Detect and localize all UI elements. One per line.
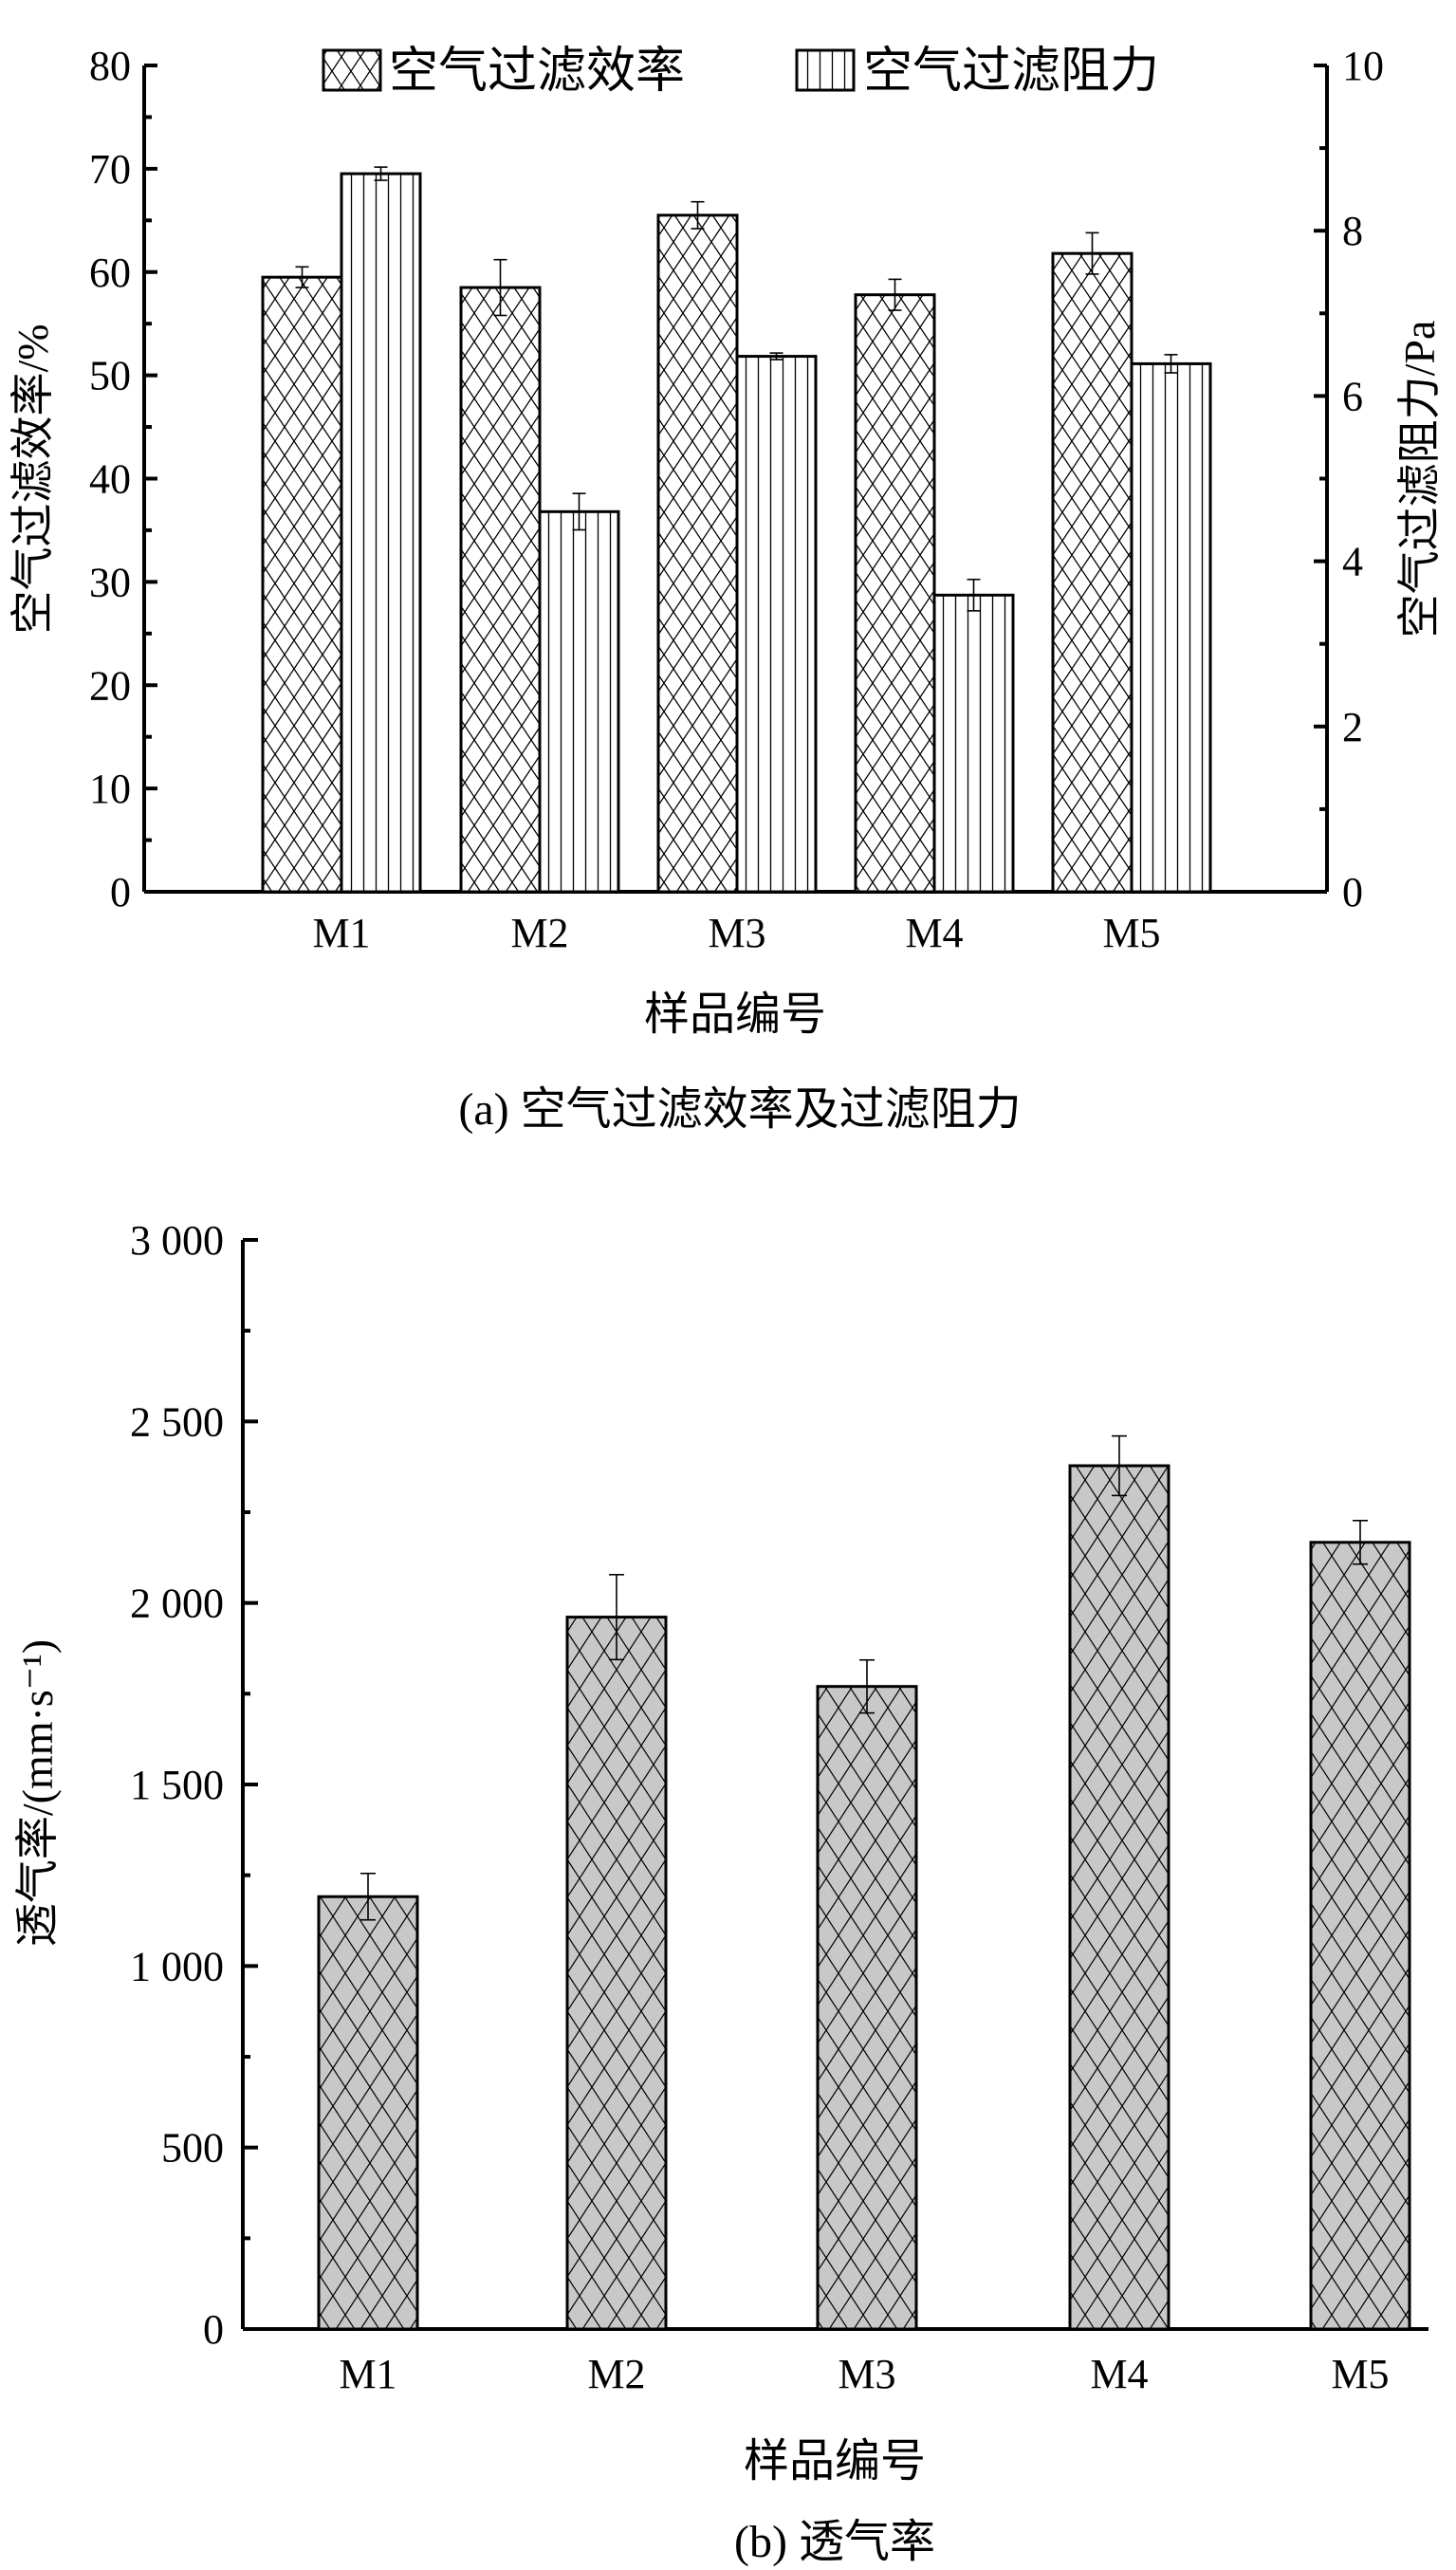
x-tick-label: M2	[510, 910, 568, 956]
bar-permeability-M3	[816, 1685, 918, 2331]
left-tick-label: 70	[89, 146, 131, 193]
left-tick-label: 30	[89, 559, 131, 605]
x-tick-label: M3	[838, 2351, 895, 2397]
right-tick-label: 10	[1342, 43, 1384, 89]
bar-efficiency-M1	[261, 275, 343, 894]
left-tick-label: 0	[110, 869, 131, 915]
left-tick-label: 2 000	[130, 1581, 224, 1627]
caption: (a) 空气过滤效率及过滤阻力	[458, 1084, 1021, 1135]
bar-resistance-M5	[1130, 361, 1212, 894]
right-tick-label: 0	[1342, 869, 1363, 915]
bar-permeability-M5	[1309, 1541, 1411, 2331]
bar-permeability-M2	[565, 1616, 668, 2331]
chart-a-filtration: 0 10 20 30 40 50 60 70 80 0 2 4 6 8 10 M1 M2 M3 M4 M5 空气过滤效率…	[9, 43, 1444, 1135]
bar-efficiency-M2	[459, 286, 542, 894]
bar-efficiency-M3	[656, 213, 739, 894]
y2-axis-title: 空气过滤阻力/Pa	[1395, 321, 1444, 638]
caption: (b) 透气率	[734, 2517, 935, 2567]
legend-label-efficiency: 空气过滤效率	[389, 45, 685, 99]
legend-swatch-efficiency	[322, 48, 382, 92]
bar-resistance-M3	[735, 355, 818, 894]
x-tick-label: M4	[905, 910, 963, 956]
x-tick-label: M1	[339, 2351, 396, 2397]
legend-label-resistance: 空气过滤阻力	[863, 45, 1159, 99]
bar-resistance-M1	[340, 172, 422, 894]
left-tick-label: 80	[89, 43, 131, 89]
left-tick-label: 20	[89, 662, 131, 709]
legend-swatch-resistance	[795, 48, 856, 92]
left-tick-label: 0	[203, 2306, 224, 2353]
left-tick-label: 1 500	[130, 1762, 224, 1808]
right-tick-label: 4	[1342, 539, 1363, 585]
x-axis-title: 样品编号	[744, 2436, 926, 2487]
y-axis-title: 空气过滤效率/%	[9, 324, 57, 634]
x-axis-title: 样品编号	[644, 989, 826, 1040]
bar-resistance-M4	[932, 593, 1015, 894]
left-tick-label: 3 000	[130, 1217, 224, 1264]
chart-b-permeability: 0 500 1 000 1 500 2 000 2 500 3 000 M1 M2 M3 M4 M5 透…	[13, 1217, 1428, 2567]
left-tick-label: 2 500	[130, 1398, 224, 1445]
right-tick-label: 6	[1342, 373, 1363, 419]
left-tick-label: 1 000	[130, 1943, 224, 1989]
left-tick-label: 500	[161, 2125, 224, 2172]
x-tick-label: M5	[1102, 910, 1160, 956]
left-tick-label: 40	[89, 456, 131, 503]
x-tick-label: M1	[312, 910, 370, 956]
bar-efficiency-M5	[1051, 251, 1133, 894]
bar-resistance-M2	[538, 509, 620, 894]
x-tick-label: M5	[1331, 2351, 1389, 2397]
left-tick-label: 50	[89, 353, 131, 399]
left-tick-label: 10	[89, 766, 131, 812]
x-tick-label: M4	[1090, 2351, 1148, 2397]
bar-efficiency-M4	[854, 293, 936, 894]
right-tick-label: 8	[1342, 208, 1363, 254]
bar-permeability-M1	[317, 1895, 419, 2331]
y-axis-title: 透气率/(mm·s⁻¹)	[13, 1639, 62, 1947]
x-tick-label: M2	[587, 2351, 645, 2397]
x-tick-label: M3	[708, 910, 765, 956]
left-tick-label: 60	[89, 250, 131, 296]
right-tick-label: 2	[1342, 704, 1363, 750]
bar-permeability-M4	[1068, 1464, 1170, 2331]
